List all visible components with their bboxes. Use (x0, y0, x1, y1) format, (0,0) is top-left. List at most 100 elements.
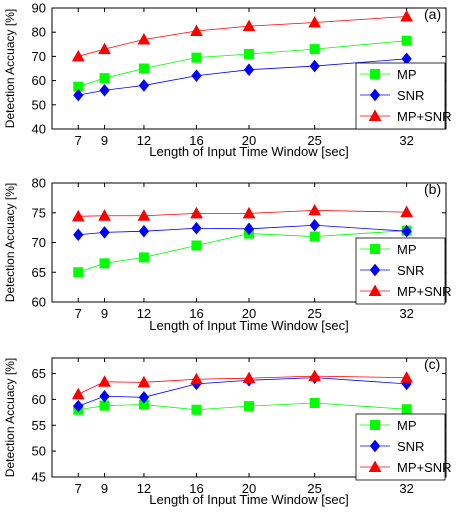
legend-marker (370, 420, 380, 430)
data-point-snr (73, 88, 84, 102)
y-axis-label: Detection Accuacy [%] (3, 9, 17, 128)
y-tick-label: 60 (32, 392, 46, 407)
legend-marker (368, 284, 382, 296)
data-point-mp (244, 48, 254, 59)
x-tick-label: 7 (75, 133, 82, 148)
data-point-snr (191, 221, 202, 235)
legend-marker (370, 244, 380, 254)
x-axis-label: Length of Input Time Window [sec] (149, 144, 348, 159)
data-point-mp (191, 52, 202, 63)
data-point-mp (401, 404, 412, 415)
x-tick-label: 12 (137, 306, 151, 321)
legend-label: SNR (397, 88, 424, 103)
data-point-snr (309, 59, 320, 73)
legend-label: MP (397, 67, 417, 82)
x-axis-label: Length of Input Time Window [sec] (149, 492, 348, 507)
data-point-snr (99, 83, 110, 97)
legend-label: MP+SNR (397, 460, 452, 475)
data-point-mp-plus-snr (400, 205, 413, 218)
data-point-mp (244, 401, 254, 412)
data-point-mp (309, 44, 320, 55)
legend-marker (368, 460, 382, 472)
data-point-mp-plus-snr (190, 372, 203, 385)
y-axis-label: Detection Accuacy [%] (3, 358, 17, 477)
x-tick-label: 12 (137, 481, 151, 496)
data-point-mp-plus-snr (71, 387, 85, 400)
data-point-mp-plus-snr (98, 42, 111, 55)
data-point-mp (309, 231, 320, 242)
data-point-mp-plus-snr (242, 19, 256, 32)
x-tick-label: 12 (137, 133, 151, 148)
data-point-snr (138, 224, 150, 238)
x-tick-label: 20 (242, 481, 256, 496)
y-tick-label: 50 (32, 97, 46, 112)
data-point-mp-plus-snr (308, 15, 322, 28)
data-point-mp-plus-snr (400, 371, 413, 383)
x-tick-label: 25 (307, 481, 321, 496)
data-point-mp-plus-snr (190, 24, 203, 36)
data-point-snr (191, 69, 202, 83)
y-tick-label: 55 (32, 418, 46, 433)
data-point-mp-plus-snr (98, 209, 111, 221)
data-point-snr (401, 224, 412, 238)
panel-label: (b) (424, 181, 441, 197)
legend-marker (369, 263, 381, 277)
y-tick-label: 70 (32, 49, 46, 64)
x-tick-label: 20 (242, 133, 256, 148)
data-point-snr (99, 389, 110, 403)
data-point-snr (243, 63, 255, 76)
data-point-mp (138, 63, 149, 74)
data-point-snr (73, 228, 84, 242)
y-tick-label: 60 (32, 295, 46, 310)
data-point-mp-plus-snr (400, 9, 413, 22)
panel-label: (a) (424, 6, 441, 22)
data-point-mp-plus-snr (190, 206, 203, 219)
y-tick-label: 65 (32, 265, 46, 280)
x-tick-label: 7 (75, 306, 82, 321)
data-point-mp-plus-snr (242, 206, 256, 219)
data-point-mp-plus-snr (137, 32, 151, 45)
legend-marker (369, 439, 381, 453)
data-point-mp-plus-snr (137, 375, 151, 388)
y-tick-label: 75 (32, 205, 46, 220)
data-point-mp-plus-snr (71, 209, 85, 222)
data-point-mp (73, 267, 84, 278)
x-tick-label: 7 (75, 481, 82, 496)
panel-label: (c) (424, 356, 440, 372)
x-tick-label: 32 (399, 481, 413, 496)
y-axis-label: Detection Accuacy [%] (3, 183, 17, 302)
data-point-snr (73, 399, 84, 413)
y-tick-label: 45 (32, 470, 46, 485)
x-tick-label: 9 (101, 133, 108, 148)
legend-label: MP+SNR (397, 284, 452, 299)
x-tick-label: 32 (399, 133, 413, 148)
x-tick-label: 25 (307, 133, 321, 148)
y-tick-label: 65 (32, 366, 46, 381)
legend-marker (369, 88, 381, 102)
x-tick-label: 20 (242, 306, 256, 321)
legend-label: SNR (397, 263, 424, 278)
data-point-mp-plus-snr (71, 49, 85, 62)
x-tick-label: 32 (399, 306, 413, 321)
x-tick-label: 16 (189, 306, 203, 321)
data-point-mp (138, 252, 149, 263)
data-point-mp-plus-snr (137, 209, 151, 221)
x-tick-label: 16 (189, 481, 203, 496)
data-point-mp (401, 35, 412, 46)
data-point-snr (138, 79, 150, 92)
data-point-snr (138, 391, 150, 404)
y-tick-label: 80 (32, 25, 46, 40)
legend-marker (370, 69, 380, 79)
data-point-mp (309, 398, 320, 409)
x-tick-label: 25 (307, 306, 321, 321)
data-point-snr (99, 226, 110, 239)
legend-label: MP+SNR (397, 109, 452, 124)
legend-marker (368, 109, 382, 121)
data-point-mp (99, 73, 110, 84)
data-point-mp-plus-snr (308, 203, 322, 216)
y-tick-label: 50 (32, 444, 46, 459)
x-axis-label: Length of Input Time Window [sec] (149, 318, 348, 333)
legend-label: MP (397, 242, 417, 257)
legend-label: MP (397, 418, 417, 433)
